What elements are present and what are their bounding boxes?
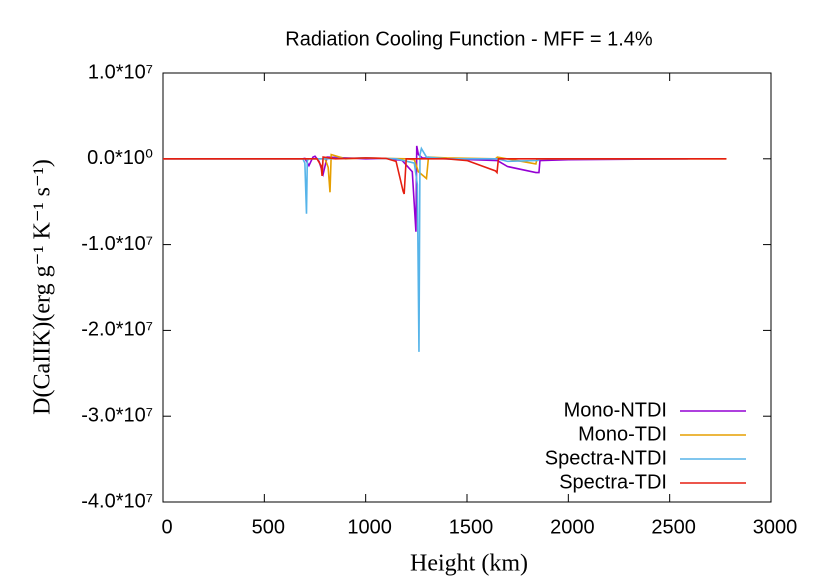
line-series [163, 146, 690, 352]
x-tick-label: 2000 [550, 516, 595, 538]
y-tick-label: 1.0*10⁷ [88, 61, 153, 83]
plot-border [162, 72, 772, 503]
y-axis-title: D(CaIIK)(erg g⁻¹ K⁻¹ s⁻¹) [30, 159, 56, 415]
y-tick-label: -4.0*10⁷ [81, 490, 153, 512]
chart-title: Radiation Cooling Function - MFF = 1.4% [285, 28, 653, 50]
line-series [163, 145, 688, 232]
line-series [163, 153, 727, 193]
x-tick-label: 1000 [347, 516, 392, 538]
y-tick-label: -3.0*10⁷ [81, 404, 153, 426]
y-tick-label: -1.0*10⁷ [81, 233, 153, 255]
x-tick-label: 3000 [753, 516, 798, 538]
legend-label: Mono-TDI [578, 423, 667, 445]
x-tick-label: 0 [161, 516, 172, 538]
x-tick-label: 500 [252, 516, 285, 538]
x-tick-label: 1500 [449, 516, 494, 538]
legend-label: Mono-NTDI [564, 399, 667, 421]
x-tick-label: 2500 [651, 516, 696, 538]
legend-label: Spectra-TDI [559, 471, 667, 493]
y-tick-label: -2.0*10⁷ [81, 319, 153, 341]
line-series [163, 156, 727, 195]
legend-label: Spectra-NTDI [545, 447, 667, 469]
x-axis-title: Height (km) [410, 551, 528, 577]
y-tick-label: 0.0*10⁰ [87, 147, 153, 169]
